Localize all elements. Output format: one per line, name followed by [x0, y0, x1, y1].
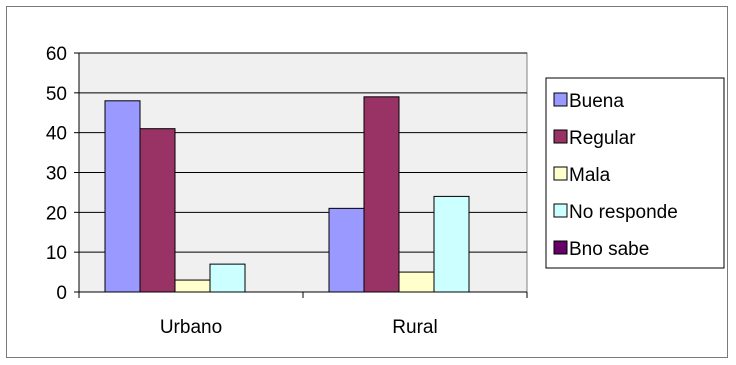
- bar-buena-rural: [328, 207, 365, 293]
- bar-regular-urbano: [139, 128, 176, 293]
- y-tick-label: 20: [46, 203, 67, 224]
- legend-swatch-no-responde: [553, 203, 568, 218]
- y-tick-label: 50: [46, 84, 67, 105]
- legend-swatch-buena: [553, 92, 568, 107]
- y-tick-label: 10: [46, 243, 67, 264]
- bar-mala-rural: [398, 271, 435, 293]
- legend: [545, 77, 725, 269]
- legend-label: No responde: [569, 202, 678, 223]
- y-tick-label: 60: [46, 44, 67, 65]
- legend-label: Mala: [569, 165, 611, 186]
- y-tick-label: 40: [46, 124, 67, 145]
- bar-buena-urbano: [104, 100, 141, 293]
- x-tick-label: Urbano: [160, 317, 222, 338]
- legend-label: Bno sabe: [569, 239, 649, 260]
- legend-swatch-bno-sabe: [553, 240, 568, 255]
- legend-swatch-mala: [553, 166, 568, 181]
- legend-label: Regular: [569, 128, 636, 149]
- bar-mala-urbano: [174, 279, 211, 293]
- x-tick-label: Rural: [392, 317, 437, 338]
- bar-no-responde-urbano: [209, 263, 246, 293]
- bar-no-responde-rural: [433, 195, 470, 293]
- y-tick-label: 30: [46, 164, 67, 185]
- legend-swatch-regular: [553, 129, 568, 144]
- y-tick-label: 0: [56, 283, 67, 304]
- bar-regular-rural: [363, 96, 400, 293]
- legend-label: Buena: [569, 91, 624, 112]
